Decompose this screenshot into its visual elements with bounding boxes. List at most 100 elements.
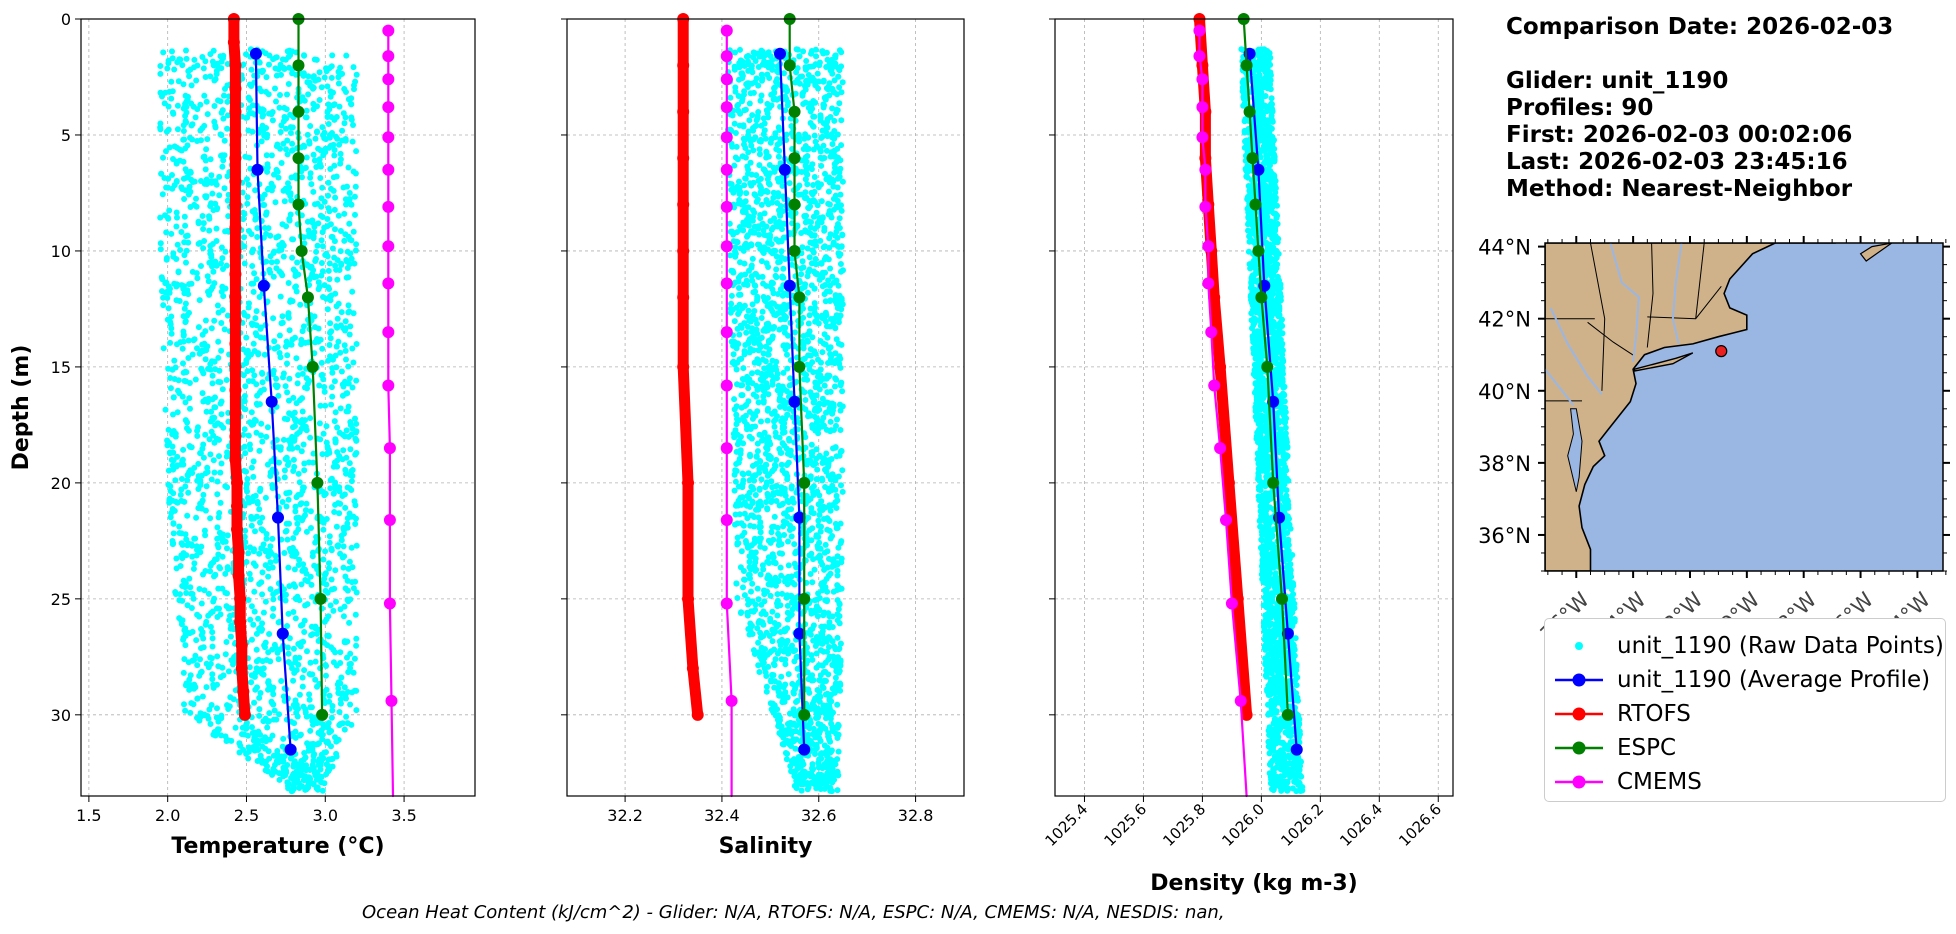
raw-data-point [220, 424, 227, 431]
raw-data-point [327, 602, 334, 609]
raw-data-point [240, 431, 247, 438]
raw-data-point [751, 472, 758, 479]
raw-data-point [331, 254, 338, 261]
raw-data-point [328, 233, 335, 240]
series-marker [229, 453, 242, 466]
raw-data-point [331, 206, 338, 213]
series-marker [284, 743, 297, 756]
raw-data-point [266, 710, 273, 717]
raw-data-point [772, 95, 779, 102]
raw-data-point [305, 91, 312, 98]
raw-data-point [822, 691, 829, 698]
raw-data-point [173, 209, 180, 216]
series-marker [235, 662, 248, 675]
raw-data-point [247, 544, 254, 551]
series-marker [231, 523, 244, 536]
raw-data-point [342, 639, 349, 646]
raw-data-point [210, 62, 217, 69]
raw-data-point [285, 785, 292, 792]
y-tick-label: 0 [61, 10, 71, 29]
raw-data-point [303, 713, 310, 720]
raw-data-point [818, 623, 825, 630]
raw-data-point [254, 500, 261, 507]
raw-data-point [322, 252, 329, 258]
raw-data-point [248, 464, 255, 471]
raw-data-point [353, 707, 360, 714]
raw-data-point [298, 764, 305, 771]
raw-data-point [328, 743, 334, 750]
raw-data-point [290, 782, 297, 789]
raw-data-point [173, 555, 180, 562]
raw-data-point [818, 162, 825, 169]
raw-data-point [821, 677, 828, 684]
raw-data-point [208, 172, 215, 179]
raw-data-point [279, 499, 286, 505]
raw-data-point [219, 664, 226, 671]
raw-data-point [758, 258, 765, 265]
raw-data-point [346, 196, 353, 202]
raw-data-point [327, 320, 334, 327]
raw-data-point [310, 84, 317, 91]
raw-data-point [217, 469, 224, 476]
raw-data-point [329, 703, 336, 709]
raw-data-point [730, 358, 737, 365]
raw-data-point [347, 446, 354, 453]
raw-data-point [215, 354, 222, 361]
raw-data-point [802, 406, 809, 413]
raw-data-point [341, 684, 348, 691]
raw-data-point [793, 69, 800, 76]
raw-data-point [346, 619, 353, 626]
raw-data-point [276, 459, 282, 466]
raw-data-point [310, 740, 317, 747]
raw-data-point [350, 168, 357, 175]
series-marker [301, 291, 314, 304]
raw-data-point [333, 523, 340, 530]
raw-data-point [329, 369, 336, 376]
raw-data-point [837, 355, 844, 362]
raw-data-point [207, 361, 214, 368]
raw-data-point [328, 576, 335, 583]
raw-data-point [183, 259, 189, 266]
raw-data-point [730, 351, 737, 358]
raw-data-point [258, 324, 264, 331]
raw-data-point [218, 460, 225, 467]
raw-data-point [302, 706, 309, 713]
raw-data-point [193, 514, 200, 521]
raw-data-point [342, 504, 349, 511]
raw-data-point [202, 317, 209, 324]
raw-data-point [327, 485, 334, 492]
raw-data-point [774, 141, 781, 148]
raw-data-point [769, 378, 776, 384]
raw-data-point [328, 547, 335, 554]
raw-data-point [343, 695, 349, 702]
raw-data-point [325, 632, 332, 639]
series-marker [382, 163, 395, 176]
raw-data-point [317, 762, 324, 769]
raw-data-point [307, 434, 314, 441]
raw-data-point [217, 98, 224, 105]
raw-data-point [181, 252, 188, 259]
raw-data-point [202, 58, 209, 65]
raw-data-point [741, 221, 748, 228]
raw-data-point [176, 56, 183, 63]
raw-data-point [249, 730, 256, 736]
series-marker [385, 694, 398, 707]
raw-data-point [250, 515, 257, 522]
raw-data-point [310, 753, 317, 759]
x-axis-label: Temperature (°C) [171, 834, 384, 859]
raw-data-point [189, 591, 196, 597]
raw-data-point [838, 268, 844, 275]
raw-data-point [788, 485, 795, 492]
raw-data-point [310, 151, 317, 158]
raw-data-point [734, 325, 741, 332]
raw-data-point [732, 253, 739, 260]
y-tick-label: 15 [51, 358, 71, 377]
raw-data-point [267, 559, 274, 566]
raw-data-point [328, 185, 334, 192]
raw-data-point [216, 173, 223, 180]
raw-data-point [317, 728, 324, 735]
raw-data-point [265, 748, 272, 755]
raw-data-point [837, 251, 844, 258]
raw-data-point [223, 262, 230, 269]
raw-data-point [326, 276, 333, 283]
